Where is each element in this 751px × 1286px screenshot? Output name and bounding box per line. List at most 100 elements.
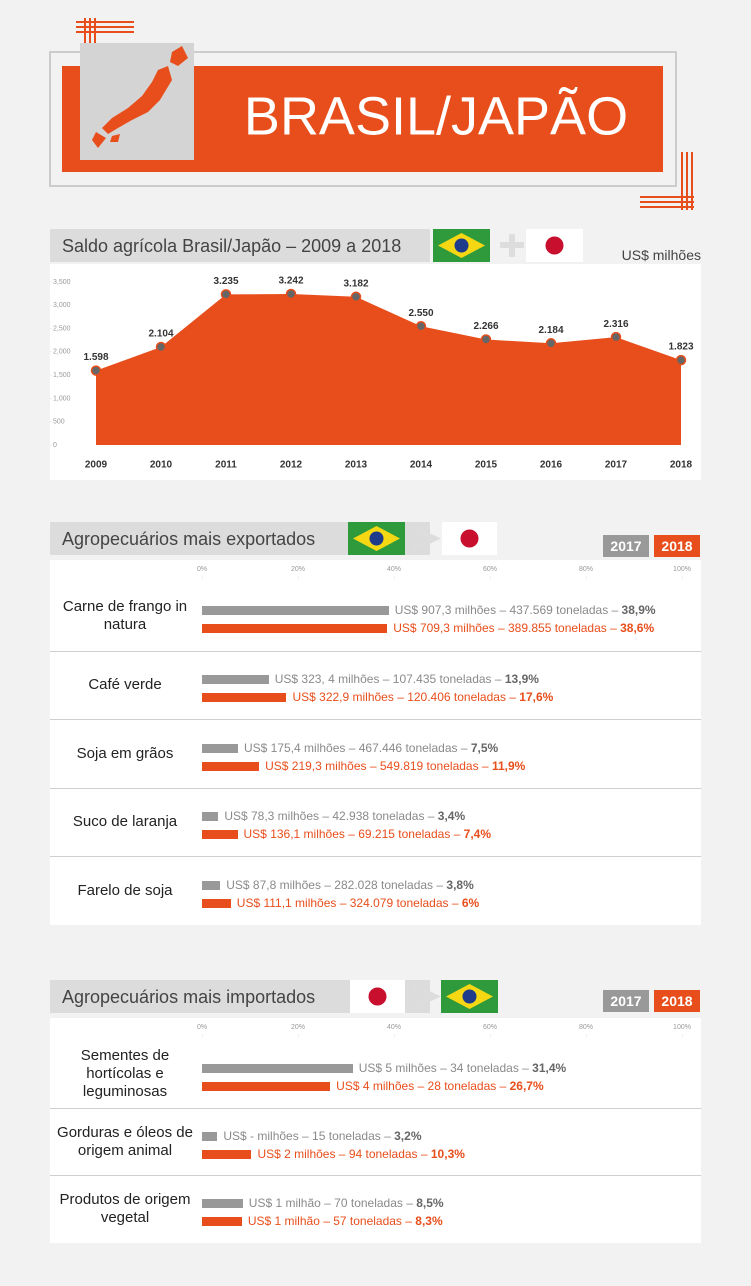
- tick-mark: [490, 576, 491, 579]
- value-label: US$ 907,3 milhões – 437.569 toneladas – …: [394, 603, 656, 618]
- flags: [433, 229, 583, 262]
- tick-mark: [682, 576, 683, 579]
- page-title: BRASIL/JAPÃO: [244, 86, 628, 146]
- value-label: US$ 322,9 milhões – 120.406 toneladas – …: [292, 689, 554, 704]
- point: [480, 334, 492, 345]
- value-label: US$ 4 milhões – 28 toneladas – 26,7%: [336, 1078, 544, 1093]
- bar-chart: 0% 20% 40% 60% 80% 100% Carne de frango in nat…: [50, 560, 701, 925]
- value-label: US$ 111,1 milhões – 324.079 toneladas – …: [236, 895, 480, 910]
- legend-item: 2017: [603, 990, 649, 1012]
- x-tick-label: 2010: [150, 460, 173, 471]
- y-tick-label: 500: [53, 419, 65, 426]
- tick-mark: [586, 576, 587, 579]
- value-label: US$ 219,3 milhões – 549.819 toneladas – …: [265, 758, 526, 773]
- bar: [202, 743, 238, 753]
- bar: [202, 1217, 242, 1227]
- value-label: US$ 78,3 milhões – 42.938 toneladas – 3,…: [224, 809, 466, 824]
- x-tick-label: 2012: [280, 460, 303, 471]
- flag-brazil: [441, 980, 498, 1013]
- tick-mark: [202, 1034, 203, 1037]
- legend-item: 2018: [654, 990, 700, 1012]
- chart-title: Agropecuários mais exportados: [62, 529, 316, 549]
- value-label: 3.235: [213, 276, 238, 287]
- value-label: US$ 709,3 milhões – 389.855 toneladas – …: [393, 621, 655, 636]
- tick-mark: [586, 1034, 587, 1037]
- category-label: Sementes de hortícolas e leguminosas: [80, 1046, 170, 1100]
- row-separator: [50, 1175, 701, 1177]
- tick-mark: [202, 576, 203, 579]
- point: [545, 338, 557, 349]
- flag-japan: [526, 229, 583, 262]
- value-label: US$ 1 milhão – 70 toneladas – 8,5%: [248, 1196, 444, 1211]
- x-tick-label: 20%: [290, 1024, 306, 1031]
- category-label: Gorduras e óleos de origem animal: [57, 1123, 193, 1159]
- plus-sign: [500, 234, 524, 257]
- category-label: Produtos de origem vegetal: [59, 1191, 191, 1227]
- x-tick-label: 2014: [410, 460, 433, 471]
- chart-title: Agropecuários mais importados: [62, 987, 316, 1007]
- category-label: Soja em grãos: [76, 744, 174, 762]
- legend-item: 2018: [654, 535, 700, 557]
- x-tick-label: 2016: [540, 460, 563, 471]
- unit-label: US$ milhões: [621, 247, 701, 263]
- flags: [348, 522, 497, 555]
- value-label: US$ 175,4 milhões – 467.446 toneladas – …: [244, 740, 499, 755]
- x-tick-label: 100%: [673, 1024, 691, 1031]
- section-header: Saldo agrícola Brasil/Japão – 2009 a 201…: [50, 229, 430, 262]
- chart-title: Saldo agrícola Brasil/Japão – 2009 a 201…: [62, 236, 402, 256]
- value-label: US$ 323, 4 milhões – 107.435 toneladas –…: [274, 671, 539, 686]
- flag-japan: [350, 980, 405, 1013]
- tick-mark: [490, 1034, 491, 1037]
- value-label: US$ 1 milhão – 57 toneladas – 8,3%: [247, 1214, 443, 1229]
- arrow: [409, 524, 441, 553]
- bar: [202, 1149, 252, 1159]
- flag-brazil: [433, 229, 490, 262]
- category-label: Farelo de soja: [77, 881, 173, 899]
- y-tick-label: 3,000: [53, 302, 71, 309]
- value-label: US$ 5 milhões – 34 toneladas – 31,4%: [358, 1060, 567, 1075]
- row-separator: [50, 1107, 701, 1109]
- y-tick-label: 1,500: [53, 372, 71, 379]
- flag-japan: [442, 522, 497, 555]
- bar: [202, 674, 269, 684]
- bar: [202, 606, 389, 616]
- x-tick-label: 2013: [345, 460, 368, 471]
- tick-mark: [298, 576, 299, 579]
- point: [610, 331, 622, 343]
- y-tick-label: 1,000: [53, 395, 71, 402]
- bar: [202, 1199, 243, 1209]
- row-separator: [50, 719, 701, 721]
- flags: [350, 980, 498, 1013]
- value-label: 2.316: [603, 319, 628, 330]
- japan-map: [92, 46, 188, 148]
- header-graphic: BRASIL/JAPÃO: [49, 18, 694, 210]
- x-tick-label: 40%: [386, 1024, 402, 1031]
- value-label: US$ 87,8 milhões – 282.028 toneladas – 3…: [226, 877, 474, 892]
- value-label: US$ 136,1 milhões – 69.215 toneladas – 7…: [243, 827, 492, 842]
- y-tick-label: 2,000: [53, 349, 71, 356]
- arrow: [409, 982, 441, 1011]
- point: [675, 354, 687, 366]
- x-tick-label: 60%: [482, 1024, 498, 1031]
- row-separator: [50, 856, 701, 858]
- x-tick-label: 0%: [196, 1024, 208, 1031]
- tick-mark: [394, 576, 395, 579]
- bar: [202, 1063, 353, 1073]
- category-label: Carne de frango in natura: [62, 598, 188, 634]
- x-tick-label: 40%: [386, 566, 402, 573]
- category-label: Café verde: [88, 675, 162, 693]
- tick-mark: [682, 1034, 683, 1037]
- category-label: Suco de laranja: [72, 813, 178, 831]
- bar: [202, 1131, 218, 1141]
- tick-mark: [394, 1034, 395, 1037]
- bar: [202, 692, 287, 702]
- x-tick-label: 2011: [215, 460, 237, 471]
- x-tick-label: 80%: [578, 566, 594, 573]
- point: [285, 288, 297, 300]
- point: [220, 289, 232, 300]
- x-tick-label: 2015: [475, 460, 498, 471]
- bar: [202, 1081, 331, 1091]
- bar: [202, 830, 238, 840]
- value-label: US$ - milhões – 15 toneladas – 3,2%: [223, 1128, 422, 1143]
